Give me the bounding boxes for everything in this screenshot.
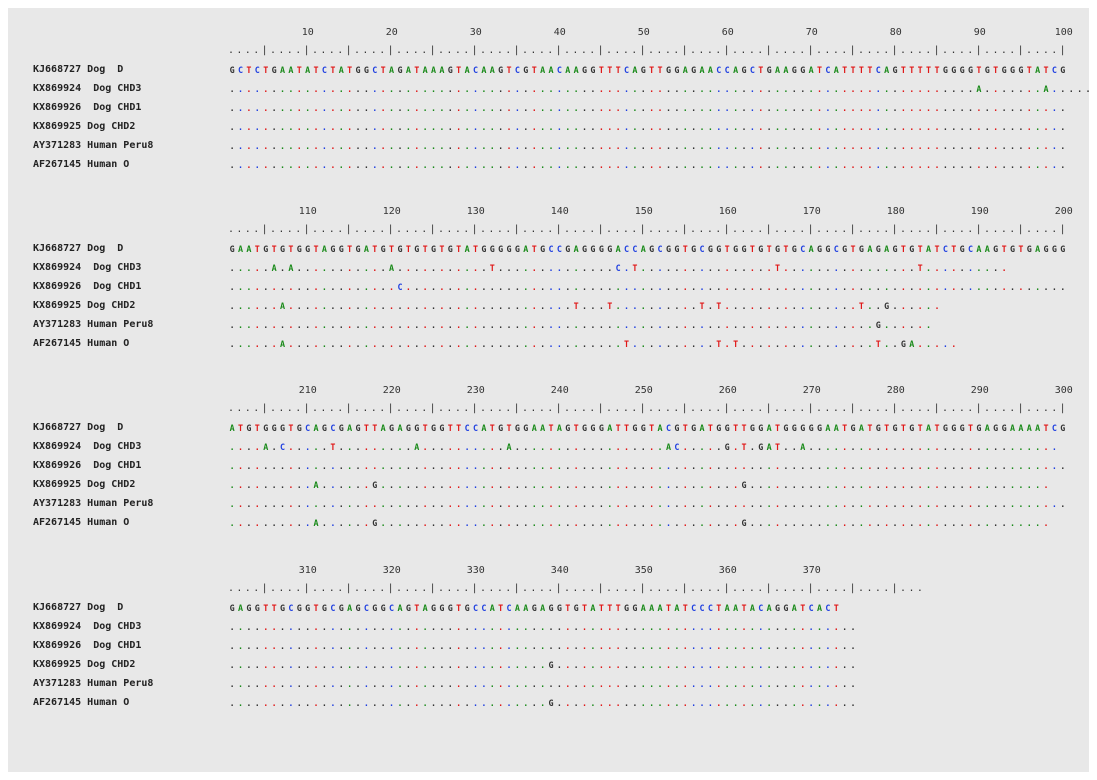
ruler-number: 270	[802, 385, 821, 396]
ruler-number: 340	[550, 565, 569, 576]
ruler-number: 220	[382, 385, 401, 396]
ruler-number: 110	[298, 206, 317, 217]
sequence-residues: ........................................…	[229, 461, 1066, 471]
alignment-block-4: 310 320 330 340 350 360 370 ....|....|....|....…	[8, 564, 1089, 744]
sequence-residues: ........................................…	[229, 84, 1091, 94]
ruler-number: 280	[886, 385, 905, 396]
ruler-number: 250	[634, 385, 653, 396]
sequence-name: AF267145 Human O	[33, 697, 130, 708]
sequence-residues: ........................................…	[229, 122, 1066, 132]
sequence-name: AY371283 Human Peru8	[33, 678, 154, 689]
sequence-name: AY371283 Human Peru8	[33, 140, 154, 151]
sequence-residues: ......A.................................…	[229, 301, 940, 311]
ruler-number: 150	[634, 206, 653, 217]
sequence-residues: ......................................G.…	[229, 698, 856, 708]
alignment-block-3: 210 220 230 240 250 260 270 280 290 300 ....|....|…	[8, 384, 1089, 564]
sequence-name: KX869926 Dog CHD1	[33, 640, 142, 651]
ruler-number: 290	[970, 385, 989, 396]
ruler-number: 300	[1054, 385, 1073, 396]
sequence-name: KX869925 Dog CHD2	[33, 479, 136, 490]
sequence-name: KX869926 Dog CHD1	[33, 102, 142, 113]
sequence-residues: ........................................…	[229, 622, 856, 632]
sequence-residues: ..........A......G......................…	[229, 480, 1049, 490]
sequence-name: KX869925 Dog CHD2	[33, 659, 136, 670]
ruler-number: 260	[718, 385, 737, 396]
sequence-name: KX869924 Dog CHD3	[33, 83, 142, 94]
sequence-name: AF267145 Human O	[33, 159, 130, 170]
sequence-residues: ......A.................................…	[229, 339, 957, 349]
sequence-residues: ......................................G.…	[229, 660, 856, 670]
sequence-residues: ........................................…	[229, 141, 1066, 151]
sequence-name: KX869924 Dog CHD3	[33, 262, 142, 273]
ruler-number: 160	[718, 206, 737, 217]
ruler-number: 130	[466, 206, 485, 217]
sequence-residues: .....A.A...........A...........T........…	[229, 263, 1007, 273]
ruler-number: 80	[889, 27, 902, 38]
ruler-number: 70	[805, 27, 818, 38]
ruler-number: 330	[466, 565, 485, 576]
sequence-name: KJ668727 Dog D	[33, 422, 124, 433]
ruler-number: 350	[634, 565, 653, 576]
ruler-number: 320	[382, 565, 401, 576]
sequence-residues: ....................C...................…	[229, 282, 1066, 292]
sequence-name: AF267145 Human O	[33, 517, 130, 528]
ruler-number: 140	[550, 206, 569, 217]
sequence-name: KX869924 Dog CHD3	[33, 621, 142, 632]
ruler-number: 60	[721, 27, 734, 38]
sequence-residues: ........................................…	[229, 320, 932, 330]
sequence-name: KJ668727 Dog D	[33, 64, 124, 75]
sequence-name: AF267145 Human O	[33, 338, 130, 349]
ruler-number: 90	[973, 27, 986, 38]
sequence-residues: ........................................…	[229, 103, 1066, 113]
ruler-ticks: ....|....|....|....|....|....|....|....|…	[228, 45, 1069, 56]
ruler-number: 230	[466, 385, 485, 396]
sequence-residues: ....A.C.....T.........A..........A......…	[229, 442, 1058, 452]
sequence-residues: ........................................…	[229, 641, 856, 651]
alignment-block-1: 10 20 30 40 50 60 70 80 90 100 ....|....|....|....…	[8, 26, 1091, 206]
ruler-number: 360	[718, 565, 737, 576]
ruler-number: 30	[469, 27, 482, 38]
ruler-number: 170	[802, 206, 821, 217]
ruler-ticks: ....|....|....|....|....|....|....|....|…	[228, 224, 1069, 235]
ruler-number: 240	[550, 385, 569, 396]
ruler-number: 50	[637, 27, 650, 38]
sequence-name: AY371283 Human Peru8	[33, 319, 154, 330]
ruler-ticks: ....|....|....|....|....|....|....|....|…	[228, 583, 926, 594]
ruler-number: 10	[301, 27, 314, 38]
ruler-number: 310	[298, 565, 317, 576]
sequence-name: KX869926 Dog CHD1	[33, 460, 142, 471]
sequence-residues: ..........A......G......................…	[229, 518, 1049, 528]
ruler-number: 40	[553, 27, 566, 38]
sequence-name: AY371283 Human Peru8	[33, 498, 154, 509]
sequence-name: KJ668727 Dog D	[33, 243, 124, 254]
ruler-number: 120	[382, 206, 401, 217]
ruler-number: 100	[1054, 27, 1073, 38]
sequence-residues: ........................................…	[229, 160, 1066, 170]
ruler-ticks: ....|....|....|....|....|....|....|....|…	[228, 403, 1069, 414]
ruler-number: 200	[1054, 206, 1073, 217]
ruler-number: 190	[970, 206, 989, 217]
sequence-name: KX869924 Dog CHD3	[33, 441, 142, 452]
ruler-number: 20	[385, 27, 398, 38]
sequence-name: KJ668727 Dog D	[33, 602, 124, 613]
ruler-number: 370	[802, 565, 821, 576]
alignment-panel: 10 20 30 40 50 60 70 80 90 100 ....|....|....|....…	[8, 8, 1091, 772]
sequence-name: KX869925 Dog CHD2	[33, 300, 136, 311]
ruler-number: 210	[298, 385, 317, 396]
sequence-residues: ........................................…	[229, 499, 1066, 509]
sequence-residues: ........................................…	[229, 679, 856, 689]
sequence-name: KX869926 Dog CHD1	[33, 281, 142, 292]
sequence-name: KX869925 Dog CHD2	[33, 121, 136, 132]
alignment-block-2: 110 120 130 140 150 160 170 180 190 200 ....|....|…	[8, 205, 1089, 385]
ruler-number: 180	[886, 206, 905, 217]
